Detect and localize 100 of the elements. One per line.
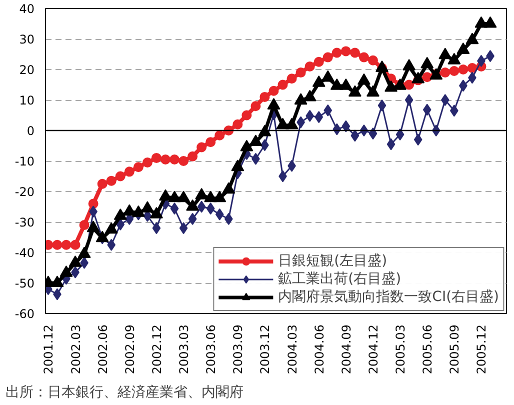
point xyxy=(133,162,144,172)
point xyxy=(132,205,145,217)
point xyxy=(61,240,72,250)
point xyxy=(322,52,333,62)
point xyxy=(378,99,386,112)
point xyxy=(115,171,126,182)
y-tick-label: -60 xyxy=(14,307,35,321)
point xyxy=(422,104,432,116)
point xyxy=(60,266,73,277)
point xyxy=(79,220,90,230)
x-tick-label: 2002.12 xyxy=(150,324,164,374)
point xyxy=(296,68,306,78)
point xyxy=(116,218,125,230)
legend-label: 鉱工業出荷(右目盛) xyxy=(278,270,402,288)
point xyxy=(213,190,226,202)
x-tick-label: 2002.03 xyxy=(68,324,83,374)
x-tick-label: 2003.09 xyxy=(231,324,246,374)
point xyxy=(350,130,360,142)
x-tick-label: 2003.12 xyxy=(258,324,272,374)
point xyxy=(404,80,414,90)
point xyxy=(96,230,109,242)
y-tick-label: -10 xyxy=(14,154,35,168)
y-tick-label: 30 xyxy=(19,32,35,46)
point xyxy=(186,199,200,211)
point xyxy=(97,178,108,189)
point xyxy=(124,166,134,177)
point xyxy=(140,201,154,213)
text: 出所：日本銀行、経済産業省、内閣府 xyxy=(6,384,244,400)
point xyxy=(440,68,450,78)
point xyxy=(260,92,270,102)
y-tick-label: 20 xyxy=(19,63,35,77)
point xyxy=(70,240,80,250)
point xyxy=(158,189,172,201)
point xyxy=(224,212,233,225)
point xyxy=(114,208,127,220)
point xyxy=(314,56,324,67)
point xyxy=(250,101,261,112)
point xyxy=(449,66,460,76)
point xyxy=(170,202,179,215)
y-tick-label: -20 xyxy=(14,185,35,199)
point xyxy=(249,134,262,146)
point xyxy=(304,61,315,72)
point xyxy=(78,246,91,258)
point xyxy=(324,104,332,116)
point xyxy=(151,152,162,163)
point xyxy=(177,190,190,202)
point xyxy=(170,154,180,164)
point xyxy=(106,176,116,186)
x-tick-label: 2004.12 xyxy=(366,324,380,374)
point xyxy=(440,94,450,106)
x-tick-label: 2003.03 xyxy=(177,324,192,374)
x-tick-label: 2005.09 xyxy=(448,324,462,374)
point xyxy=(104,222,118,234)
point xyxy=(206,137,216,148)
point xyxy=(215,208,224,220)
point xyxy=(386,138,396,150)
point xyxy=(340,46,351,56)
x-tick-label: 2005.12 xyxy=(474,324,489,374)
point xyxy=(231,160,244,172)
point xyxy=(214,130,225,140)
point xyxy=(342,120,350,132)
x-tick-label: 2002.09 xyxy=(122,324,137,374)
point xyxy=(368,128,378,140)
point xyxy=(314,111,324,124)
x-tick-label: 2004.03 xyxy=(285,324,300,374)
point xyxy=(332,48,342,58)
point xyxy=(396,128,404,140)
point xyxy=(286,74,297,84)
point xyxy=(160,154,170,164)
point xyxy=(188,151,198,162)
y-tick-label: -40 xyxy=(14,246,35,260)
point xyxy=(368,55,378,66)
legend-label: 日銀短観(左目盛) xyxy=(278,252,388,270)
y-tick-label: 10 xyxy=(19,94,35,108)
point xyxy=(52,240,62,250)
point xyxy=(422,72,432,82)
point xyxy=(467,62,478,73)
point xyxy=(268,86,279,96)
x-tick-label: 2003.06 xyxy=(204,324,218,374)
point xyxy=(240,140,254,152)
x-tick-label: 2004.06 xyxy=(312,324,326,374)
point xyxy=(197,200,206,213)
point xyxy=(196,142,207,152)
point xyxy=(188,212,197,225)
y-tick-label: 40 xyxy=(19,2,35,16)
point xyxy=(178,156,189,166)
y-tick-label: -30 xyxy=(14,216,35,230)
point xyxy=(86,220,100,232)
y-tick-label: -50 xyxy=(14,276,35,290)
point xyxy=(142,158,152,168)
point xyxy=(242,110,252,120)
point xyxy=(179,222,188,234)
x-tick-label: 2004.09 xyxy=(339,324,354,374)
point xyxy=(414,134,422,146)
x-tick-label: 2002.06 xyxy=(96,324,110,374)
legend-label: 内閣府景気動向指数一致CI(右目盛) xyxy=(278,288,499,306)
point xyxy=(350,48,360,58)
x-tick-label: 2005.06 xyxy=(420,324,435,374)
point xyxy=(278,80,288,90)
x-tick-label: 2005.03 xyxy=(394,324,408,374)
